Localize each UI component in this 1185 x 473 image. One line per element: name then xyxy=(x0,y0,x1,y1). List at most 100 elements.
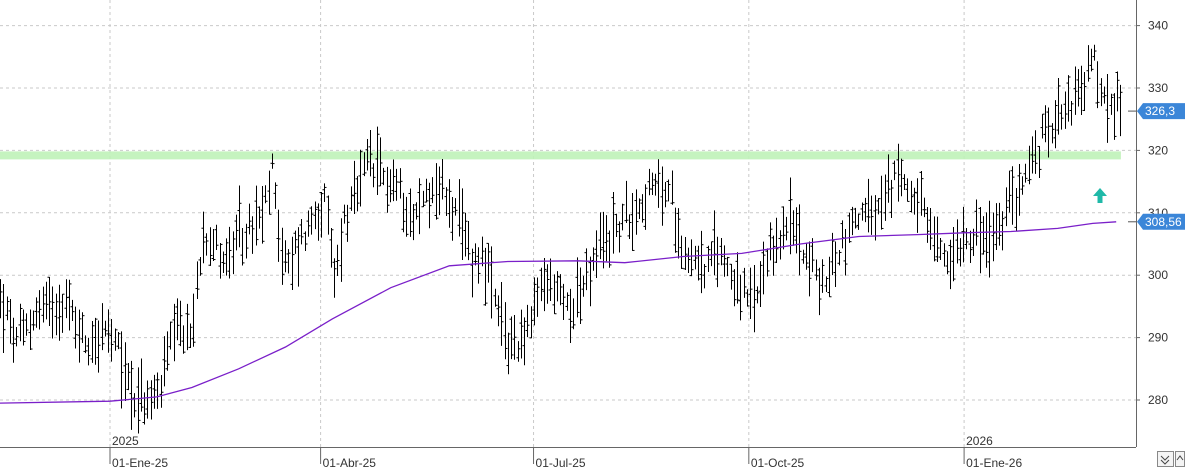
ohlc-bar xyxy=(499,282,504,346)
ohlc-bar xyxy=(1027,145,1032,185)
ohlc-bar xyxy=(270,153,275,169)
ohlc-bar xyxy=(974,199,979,246)
ohlc-bar xyxy=(188,323,193,349)
ohlc-bar xyxy=(31,310,36,331)
ohlc-bar xyxy=(77,309,82,363)
ohlc-bar xyxy=(817,267,822,316)
last-price-flag-bg xyxy=(1137,103,1185,120)
ohlc-bar xyxy=(142,392,147,425)
ohlc-bar xyxy=(565,292,570,311)
ohlc-bar xyxy=(417,178,422,235)
ohlc-bar xyxy=(542,258,547,312)
ohlc-bar xyxy=(37,290,42,330)
ohlc-bar xyxy=(1105,74,1110,143)
ohlc-bar xyxy=(732,269,737,307)
ohlc-bar xyxy=(322,183,327,203)
zoom-in-button[interactable] xyxy=(1157,451,1174,467)
ohlc-bar xyxy=(355,176,360,212)
ohlc-bar xyxy=(476,247,481,284)
ohlc-bar xyxy=(666,179,671,202)
last-price-flag-text: 326,3 xyxy=(1145,104,1175,118)
zoom-out-button[interactable] xyxy=(1175,451,1185,467)
ohlc-bar xyxy=(1066,75,1071,122)
ohlc-bar xyxy=(80,312,85,344)
ohlc-bar xyxy=(640,194,645,223)
ohlc-bar xyxy=(181,325,186,354)
ohlc-bar xyxy=(552,274,557,315)
ohlc-bar xyxy=(1030,136,1035,174)
ohlc-bar xyxy=(191,293,196,347)
ohlc-bar xyxy=(827,256,832,298)
ohlc-bar xyxy=(548,258,553,301)
ohlc-bar xyxy=(240,227,245,266)
ohlc-bar xyxy=(886,154,891,203)
ohlc-bar xyxy=(293,230,298,254)
ohlc-bar xyxy=(1014,187,1019,231)
ohlc-bar xyxy=(309,206,314,235)
ohlc-bar xyxy=(650,172,655,196)
ohlc-bar xyxy=(316,203,321,241)
ohlc-bar xyxy=(912,187,917,215)
ohlc-bar xyxy=(1073,66,1078,115)
ohlc-bar xyxy=(165,331,170,371)
ohlc-bar xyxy=(722,245,727,277)
ohlc-bar xyxy=(506,332,511,375)
ohlc-bar xyxy=(591,247,596,271)
ohlc-bar xyxy=(231,231,236,275)
ohlc-bar xyxy=(254,185,259,246)
ohlc-bar xyxy=(879,175,884,230)
ohlc-bar xyxy=(702,263,707,289)
ohlc-bar xyxy=(1069,100,1074,126)
ohlc-bar xyxy=(329,227,334,268)
ohlc-bar xyxy=(1050,123,1055,144)
ohlc-bar xyxy=(752,264,757,333)
ohlc-bar xyxy=(73,306,78,349)
ohlc-bar xyxy=(106,309,111,353)
ohlc-bar xyxy=(643,184,648,230)
ohlc-bar xyxy=(971,228,976,256)
y-tick-label: 280 xyxy=(1148,393,1168,407)
ohlc-series xyxy=(0,44,1123,434)
ohlc-bar xyxy=(149,380,154,420)
ohlc-bar xyxy=(620,203,625,231)
ohlc-bar xyxy=(925,206,930,243)
ohlc-bar xyxy=(172,303,177,362)
ohlc-bar xyxy=(401,192,406,233)
ohlc-bar xyxy=(637,198,642,220)
ohlc-bar xyxy=(480,236,485,267)
ohlc-bar xyxy=(444,187,449,216)
ohlc-bar xyxy=(109,318,114,362)
y-tick-label: 300 xyxy=(1148,268,1168,282)
ohlc-bar xyxy=(227,226,232,279)
ohlc-bar xyxy=(214,224,219,250)
ohlc-bar xyxy=(883,174,888,221)
zoom-controls[interactable] xyxy=(1157,451,1185,467)
ohlc-bar xyxy=(28,309,33,350)
ohlc-bar xyxy=(571,298,576,330)
ohlc-bar xyxy=(853,207,858,229)
ohlc-bar xyxy=(303,231,308,251)
axes xyxy=(0,0,1137,448)
ohlc-bar xyxy=(123,342,128,401)
ohlc-bar xyxy=(833,241,838,288)
ohlc-bar xyxy=(820,259,825,293)
ohlc-bar xyxy=(195,261,200,299)
ohlc-bar xyxy=(1020,176,1025,195)
ohlc-bar xyxy=(342,204,347,224)
ohlc-bar xyxy=(493,288,498,307)
ohlc-bar xyxy=(175,298,180,341)
ohlc-bar xyxy=(1102,86,1107,104)
ohlc-bar xyxy=(273,182,278,209)
ohlc-bar xyxy=(378,137,383,187)
ohlc-bar xyxy=(70,299,75,321)
ohlc-bar xyxy=(997,202,1002,246)
ohlc-bar xyxy=(1089,48,1094,72)
ohlc-bar xyxy=(584,248,589,291)
ohlc-bar xyxy=(83,335,88,354)
ohlc-bar xyxy=(218,243,223,279)
ohlc-bar xyxy=(693,245,698,270)
ohlc-bar xyxy=(729,263,734,290)
ohlc-bar xyxy=(168,321,173,350)
ohlc-bar xyxy=(919,171,924,216)
